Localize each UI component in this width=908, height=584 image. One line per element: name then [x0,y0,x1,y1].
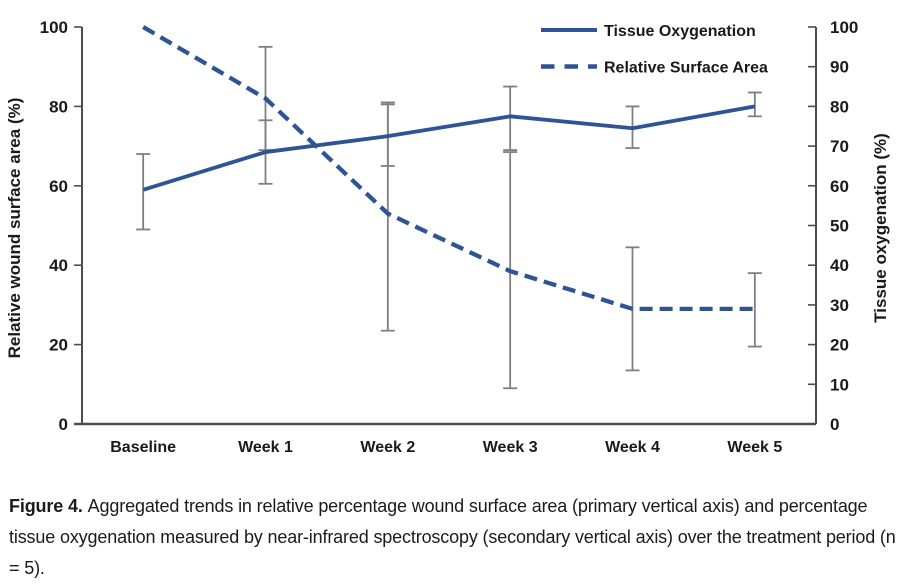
x-category-label: Week 5 [727,439,782,456]
right-tick-label: 100 [830,18,858,37]
error-bars-tissue-oxygenation [136,85,762,231]
right-tick-label: 80 [830,97,849,116]
series-line-tissue-oxygenation [142,104,756,192]
right-tick-label: 40 [830,256,849,275]
left-axis-title: Relative wound surface area (%) [5,98,24,359]
x-category-labels: Baseline Week 1 Week 2 Week 3 Week 4 Week 5 [110,439,782,456]
figure-caption-text: Aggregated trends in relative percentage… [9,496,896,578]
figure-caption: Figure 4. Aggregated trends in relative p… [0,485,903,584]
left-tick-label: 60 [49,177,68,196]
legend-label: Relative Surface Area [604,60,768,77]
right-tick-label: 30 [830,296,849,315]
x-category-label: Week 3 [483,439,538,456]
axes [74,27,817,426]
left-tick-label: 40 [49,256,68,275]
right-axis-title: Tissue oxygenation (%) [871,133,890,323]
figure-4: 0 20 40 60 80 100 0 10 20 30 40 50 60 70 80 90 100 Baseli… [5,18,896,578]
x-category-label: Week 4 [605,439,660,456]
wound-healing-chart: 0 20 40 60 80 100 0 10 20 30 40 50 60 70 80 90 100 Baseli… [5,18,890,456]
right-tick-label: 20 [830,336,849,355]
right-tick-label: 60 [830,177,849,196]
x-category-label: Baseline [110,439,176,456]
x-category-label: Week 2 [360,439,415,456]
figure-caption-label: Figure 4. [9,496,83,516]
right-tick-label: 90 [830,58,849,77]
left-axis-ticks: 0 20 40 60 80 100 [40,18,82,434]
right-tick-label: 70 [830,137,849,156]
legend-item: Tissue Oxygenation [541,23,756,40]
right-tick-label: 0 [830,415,839,434]
right-tick-label: 50 [830,217,849,236]
right-tick-label: 10 [830,375,849,394]
left-tick-label: 0 [59,415,68,434]
right-axis-ticks: 0 10 20 30 40 50 60 70 80 90 100 [808,18,858,434]
legend: Tissue Oxygenation Relative Surface Area [541,23,768,77]
left-tick-label: 20 [49,336,68,355]
left-tick-label: 80 [49,97,68,116]
legend-label: Tissue Oxygenation [604,23,756,40]
left-tick-label: 100 [40,18,68,37]
legend-item: Relative Surface Area [541,60,768,77]
x-category-label: Week 1 [238,439,293,456]
